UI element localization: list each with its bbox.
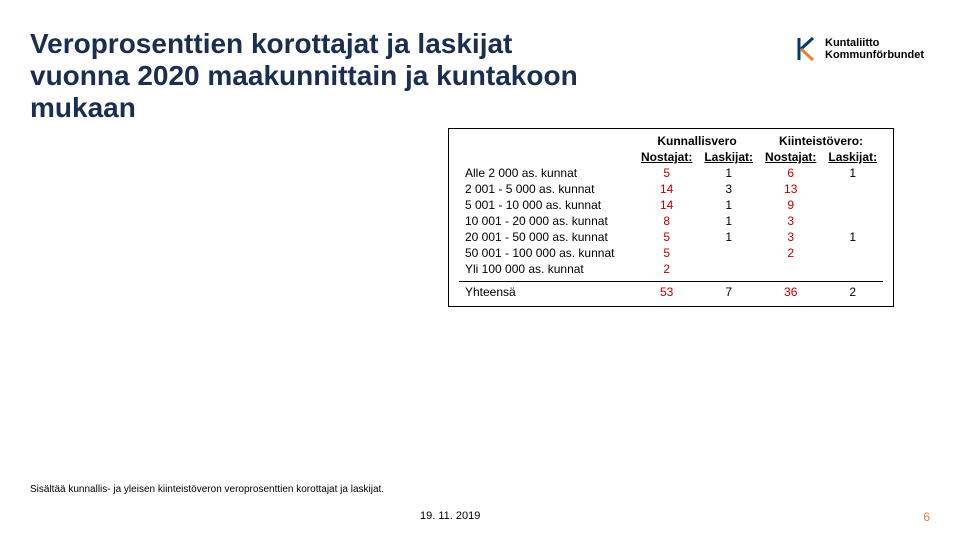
- page-number: 6: [923, 510, 930, 524]
- table-row: 5 001 - 10 000 as. kunnat 14 1 9: [459, 197, 883, 213]
- slide-date: 19. 11. 2019: [420, 510, 480, 522]
- sub-kv-nostajat: Nostajat:: [635, 149, 698, 165]
- table-row: 2 001 - 5 000 as. kunnat 14 3 13: [459, 181, 883, 197]
- footnote: Sisältää kunnallis- ja yleisen kiinteist…: [30, 484, 384, 495]
- header-kiinteistovero: Kiinteistövero:: [759, 133, 883, 149]
- brand-logo: Kuntaliitto Kommunförbundet: [797, 36, 924, 62]
- sub-kv-laskijat: Laskijat:: [698, 149, 759, 165]
- logo-text-2: Kommunförbundet: [825, 49, 924, 61]
- sub-ki-laskijat: Laskijat:: [822, 149, 883, 165]
- k-icon: [797, 36, 819, 62]
- header-kunnallisvero: Kunnallisvero: [635, 133, 759, 149]
- table-row: Alle 2 000 as. kunnat 5 1 6 1: [459, 165, 883, 181]
- sub-ki-nostajat: Nostajat:: [759, 149, 822, 165]
- table-row: 50 001 - 100 000 as. kunnat 5 2: [459, 245, 883, 261]
- slide-title: Veroprosenttien korottajat ja laskijat v…: [30, 28, 590, 125]
- table-row: 20 001 - 50 000 as. kunnat 5 1 3 1: [459, 229, 883, 245]
- table-row: Yli 100 000 as. kunnat 2: [459, 261, 883, 277]
- logo-text-1: Kuntaliitto: [825, 37, 924, 49]
- total-row: Yhteensä 53 7 36 2: [459, 281, 883, 300]
- tax-table: Kunnallisvero Kiinteistövero: Nostajat: …: [448, 128, 894, 307]
- table-row: 10 001 - 20 000 as. kunnat 8 1 3: [459, 213, 883, 229]
